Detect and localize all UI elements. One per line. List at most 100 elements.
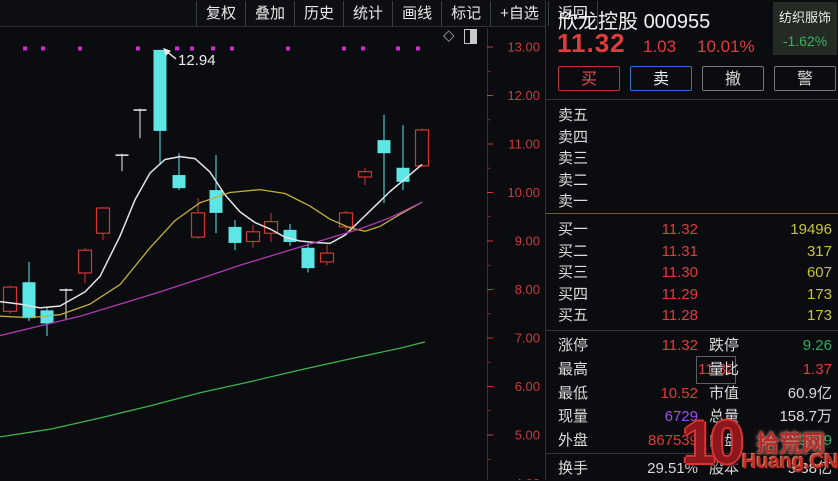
limit-up-dot	[78, 46, 82, 51]
toolbar-button-mark[interactable]: 标记	[441, 0, 490, 26]
stat-label: 最低	[558, 384, 589, 402]
stat-value: 10.52	[660, 384, 698, 402]
stat-label: 总量	[709, 408, 740, 426]
page-layout-icon[interactable]	[464, 29, 477, 44]
ask-level-label: 卖二	[558, 171, 589, 189]
toolbar-button-history[interactable]: 历史	[294, 0, 343, 26]
limit-up-dot	[361, 46, 365, 51]
stat-label: 内盘	[709, 432, 740, 450]
stat-label: 现量	[558, 408, 589, 426]
limit-up-dot	[136, 46, 140, 51]
sector-badge[interactable]: 纺织服饰 -1.62%	[773, 2, 837, 55]
page-layout-icon-fill	[470, 30, 476, 43]
bid-level-volume: 317	[806, 242, 832, 260]
stat-label: 最高	[558, 360, 589, 378]
stat-value: 6729	[664, 408, 698, 426]
sector-name: 纺织服饰	[778, 10, 831, 25]
bid-level-label: 买四	[558, 285, 589, 303]
y-axis-label: 6.00	[515, 379, 540, 394]
sector-change: -1.62%	[782, 33, 828, 49]
bid-level-volume: 173	[806, 285, 832, 303]
bid-level-volume: 173	[806, 307, 832, 324]
separator	[546, 330, 838, 331]
bid-level-volume: 607	[806, 264, 832, 281]
toolbar-button-overlay[interactable]: 叠加	[245, 0, 294, 26]
y-axis-label: 10.00	[507, 185, 540, 200]
toolbar-button-draw-line[interactable]: 画线	[392, 0, 441, 26]
stat-label: 市值	[709, 384, 740, 402]
bid-level-row[interactable]: 买五 11.28 173	[546, 305, 838, 327]
alert-button[interactable]: 警	[774, 66, 836, 91]
ask-level-row[interactable]: 卖四	[546, 127, 838, 149]
ask-level-row[interactable]: 卖三	[546, 148, 838, 170]
stat-value: 11.32	[661, 337, 698, 354]
bid-level-row[interactable]: 买四 11.29 173	[546, 284, 838, 306]
down-candle	[377, 140, 391, 154]
stat-row: 涨停 11.32 跌停 9.26	[546, 334, 838, 358]
limit-up-dot	[286, 46, 290, 51]
buy-button[interactable]: 买	[558, 66, 620, 91]
toolbar-button-adjust-rights[interactable]: 复权	[196, 0, 245, 26]
stat-row: 换手 29.51% 股本 5.38亿	[546, 457, 838, 481]
ask-level-row[interactable]: 卖二	[546, 170, 838, 192]
up-candle	[77, 249, 93, 274]
down-candle	[172, 175, 186, 189]
sell-button[interactable]: 卖	[630, 66, 692, 91]
stat-value: 5.38亿	[787, 460, 832, 477]
down-candle	[40, 310, 54, 324]
up-candle	[263, 221, 279, 234]
ma-green-line	[0, 341, 426, 438]
stat-label: 外盘	[558, 432, 589, 450]
bid-level-row[interactable]: 买二 11.31 317	[546, 241, 838, 263]
bid-level-price: 11.30	[661, 264, 698, 281]
ask-level-row[interactable]: 卖一	[546, 191, 838, 213]
diamond-marker-icon[interactable]: ◇	[443, 27, 455, 44]
stat-label: 跌停	[709, 337, 740, 354]
stock-code: 000955	[643, 11, 711, 33]
price-change: 1.03	[643, 37, 677, 56]
toolbar-button-statistics[interactable]: 统计	[343, 0, 392, 26]
bid-level-row[interactable]: 买一 11.32 19496	[546, 219, 838, 241]
up-candle	[414, 129, 430, 167]
stat-value: 60.9亿	[787, 384, 832, 402]
ask-level-row[interactable]: 卖五	[546, 105, 838, 127]
y-axis-label: 7.00	[515, 331, 540, 346]
ask-level-label: 卖五	[558, 107, 589, 124]
limit-up-dot	[23, 46, 27, 51]
toolbar-button-add-watchlist[interactable]: +自选	[490, 0, 548, 26]
bid-level-price: 11.32	[661, 221, 698, 238]
stat-label: 涨停	[558, 337, 589, 354]
ask-level-label: 卖四	[558, 128, 589, 146]
separator	[546, 453, 838, 454]
y-axis-label: 8.00	[515, 282, 540, 297]
limit-up-dot	[41, 46, 45, 51]
up-candle	[357, 171, 373, 178]
bid-level-label: 买三	[558, 264, 589, 281]
limit-up-dot	[175, 46, 179, 51]
up-candle	[2, 286, 18, 312]
annotation-arrowhead	[163, 47, 171, 56]
candlestick-chart[interactable]: 13.00 12.00 11.00 10.00 9.00 8.00 7.00 6.00 5.00…	[0, 0, 545, 480]
stat-value: 29.51%	[647, 460, 698, 477]
annotation-price-label: 12.94	[178, 52, 216, 69]
limit-up-dot	[342, 46, 346, 51]
toolbar-button-back[interactable]: 返回	[547, 0, 598, 26]
up-candle	[190, 212, 206, 238]
bid-level-price: 11.28	[661, 307, 698, 324]
up-candle	[319, 252, 335, 263]
down-candle	[209, 190, 223, 213]
stat-row: 外盘 867539 内盘 719449	[546, 429, 838, 453]
up-candle	[245, 231, 261, 243]
bid-level-row[interactable]: 买三 11.30 607	[546, 262, 838, 284]
down-candle	[301, 247, 315, 269]
stat-value: 9.26	[802, 337, 832, 354]
bid-level-label: 买五	[558, 307, 589, 324]
quote-panel: 欣龙控股 000955 纺织服饰 -1.62% 11.32 1.03 10.01…	[546, 0, 838, 480]
cancel-order-button[interactable]: 撤	[702, 66, 764, 91]
chart-toolbar: 复权 叠加 历史 统计 画线 标记 +自选 返回	[0, 0, 598, 27]
bid-level-volume: 19496	[790, 221, 832, 238]
stat-row: 最高 11.32 量比 1.37	[546, 355, 838, 384]
down-candle	[153, 49, 167, 131]
bid-level-label: 买二	[558, 242, 589, 260]
limit-up-dot	[396, 46, 400, 51]
